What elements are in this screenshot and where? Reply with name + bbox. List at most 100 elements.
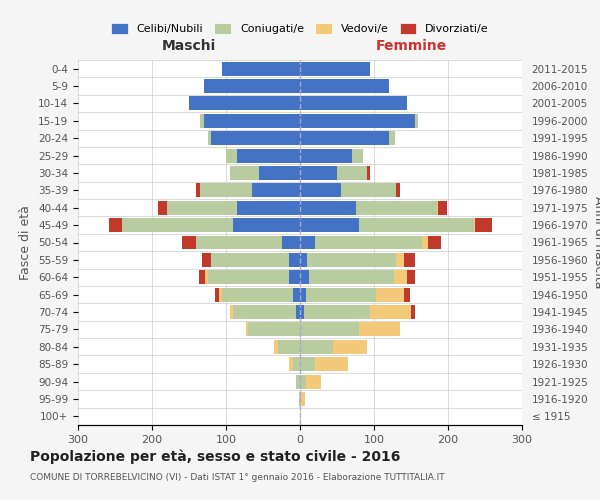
Text: Popolazione per età, sesso e stato civile - 2016: Popolazione per età, sesso e stato civil… xyxy=(30,450,400,464)
Bar xyxy=(281,236,300,250)
Bar xyxy=(296,374,300,388)
Bar xyxy=(226,148,237,162)
Bar xyxy=(109,218,122,232)
Bar xyxy=(293,288,300,302)
Bar xyxy=(274,340,278,353)
Bar xyxy=(309,270,394,284)
Bar xyxy=(300,340,334,353)
Y-axis label: Fasce di età: Fasce di età xyxy=(19,205,32,280)
Bar xyxy=(300,114,415,128)
Bar xyxy=(300,166,337,180)
Bar xyxy=(300,374,306,388)
Bar xyxy=(223,288,293,302)
Bar xyxy=(167,201,237,214)
Bar xyxy=(359,322,400,336)
Bar xyxy=(300,62,370,76)
Bar xyxy=(215,288,218,302)
Bar xyxy=(352,148,363,162)
Bar xyxy=(208,270,289,284)
Bar xyxy=(208,132,211,145)
Bar xyxy=(307,253,396,267)
Bar xyxy=(237,201,300,214)
Bar xyxy=(289,253,300,267)
Bar xyxy=(439,201,447,214)
Bar xyxy=(300,201,355,214)
Bar xyxy=(300,270,309,284)
Bar xyxy=(158,201,167,214)
Bar xyxy=(396,253,404,267)
Bar xyxy=(233,305,296,319)
Bar xyxy=(359,218,474,232)
Bar xyxy=(367,166,370,180)
Bar xyxy=(306,288,376,302)
Bar xyxy=(337,166,367,180)
Bar xyxy=(233,218,300,232)
Bar xyxy=(237,148,300,162)
Bar xyxy=(300,132,389,145)
Bar xyxy=(355,201,437,214)
Bar xyxy=(248,322,300,336)
Bar xyxy=(300,148,352,162)
Bar xyxy=(389,132,395,145)
Bar xyxy=(259,166,300,180)
Bar xyxy=(334,340,367,353)
Bar xyxy=(300,410,301,424)
Bar xyxy=(182,236,196,250)
Text: Femmine: Femmine xyxy=(376,39,446,53)
Bar xyxy=(199,270,205,284)
Bar xyxy=(204,79,300,93)
Bar xyxy=(404,288,410,302)
Bar xyxy=(407,270,415,284)
Bar xyxy=(306,374,321,388)
Bar xyxy=(301,392,305,406)
Bar xyxy=(300,236,315,250)
Bar xyxy=(278,340,300,353)
Text: Maschi: Maschi xyxy=(162,39,216,53)
Text: COMUNE DI TORREBELVICINO (VI) - Dati ISTAT 1° gennaio 2016 - Elaborazione TUTTIT: COMUNE DI TORREBELVICINO (VI) - Dati IST… xyxy=(30,472,445,482)
Bar xyxy=(304,305,370,319)
Bar xyxy=(211,253,289,267)
Bar xyxy=(422,236,428,250)
Bar xyxy=(411,305,415,319)
Bar xyxy=(196,184,200,198)
Bar xyxy=(202,253,211,267)
Bar xyxy=(300,322,359,336)
Bar xyxy=(315,357,348,371)
Bar xyxy=(428,236,442,250)
Bar xyxy=(218,288,222,302)
Bar xyxy=(211,132,300,145)
Bar xyxy=(300,184,341,198)
Bar xyxy=(200,184,252,198)
Bar xyxy=(204,114,300,128)
Bar xyxy=(300,288,306,302)
Bar xyxy=(341,184,396,198)
Bar xyxy=(205,270,208,284)
Bar xyxy=(300,357,315,371)
Bar xyxy=(300,96,407,110)
Bar xyxy=(230,305,233,319)
Bar xyxy=(315,236,422,250)
Bar xyxy=(200,114,204,128)
Bar xyxy=(252,184,300,198)
Bar xyxy=(230,166,259,180)
Bar xyxy=(122,218,233,232)
Bar xyxy=(300,392,301,406)
Bar xyxy=(370,305,411,319)
Bar xyxy=(299,392,300,406)
Bar xyxy=(474,218,475,232)
Bar xyxy=(415,114,418,128)
Bar xyxy=(246,322,248,336)
Bar xyxy=(396,184,400,198)
Y-axis label: Anni di nascita: Anni di nascita xyxy=(592,196,600,289)
Bar xyxy=(376,288,404,302)
Bar xyxy=(296,305,300,319)
Bar xyxy=(300,253,307,267)
Bar xyxy=(196,236,281,250)
Bar xyxy=(300,218,359,232)
Bar xyxy=(189,96,300,110)
Legend: Celibi/Nubili, Coniugati/e, Vedovi/e, Divorziati/e: Celibi/Nubili, Coniugati/e, Vedovi/e, Di… xyxy=(107,18,493,38)
Bar xyxy=(289,270,300,284)
Bar xyxy=(289,357,293,371)
Bar xyxy=(404,253,415,267)
Bar xyxy=(437,201,439,214)
